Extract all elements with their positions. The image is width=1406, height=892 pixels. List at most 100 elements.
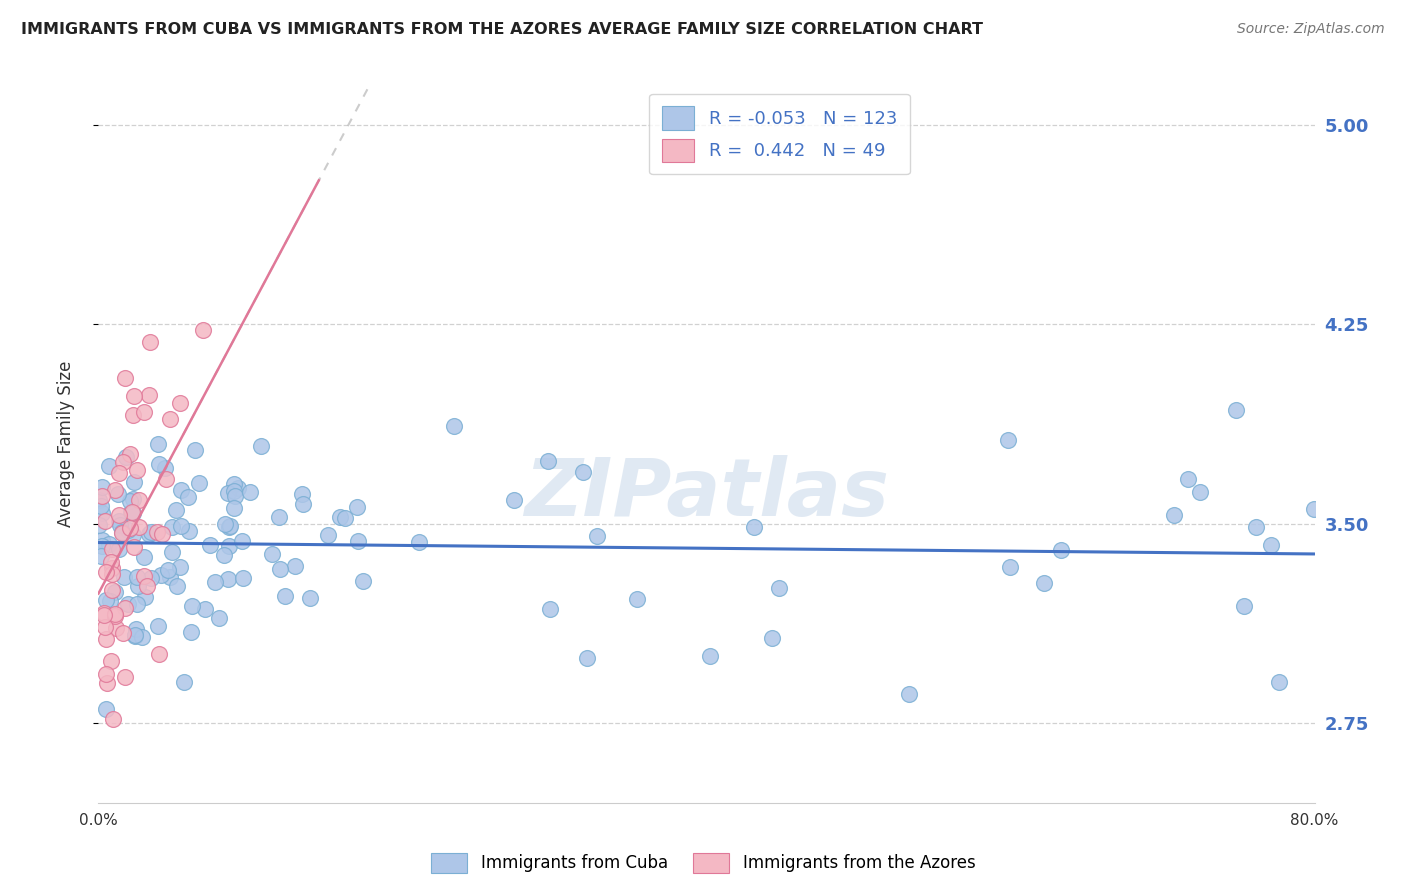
Legend: R = -0.053   N = 123, R =  0.442   N = 49: R = -0.053 N = 123, R = 0.442 N = 49: [650, 94, 910, 175]
Point: [742, 520, 765, 534]
Point: [153, 460, 176, 475]
Point: [125, 622, 148, 636]
Point: [108, 542, 131, 557]
Point: [249, 439, 271, 453]
Point: [572, 465, 595, 479]
Point: [90, 540, 112, 554]
Point: [107, 508, 129, 522]
Point: [94, 702, 117, 716]
Point: [232, 571, 254, 585]
Point: [170, 483, 193, 498]
Point: [1260, 538, 1282, 552]
Point: [90, 549, 112, 563]
Point: [231, 533, 253, 548]
Point: [108, 515, 131, 529]
Point: [139, 524, 162, 539]
Point: [104, 483, 127, 497]
Point: [347, 533, 370, 548]
Point: [122, 475, 145, 489]
Point: [1033, 576, 1056, 591]
Point: [94, 667, 117, 681]
Point: [97, 537, 120, 551]
Text: Source: ZipAtlas.com: Source: ZipAtlas.com: [1237, 22, 1385, 37]
Point: [103, 712, 125, 726]
Point: [90, 490, 112, 504]
Point: [100, 654, 122, 668]
Point: [122, 527, 145, 541]
Point: [180, 624, 202, 639]
Point: [198, 538, 221, 552]
Y-axis label: Average Family Size: Average Family Size: [56, 360, 75, 527]
Point: [1233, 599, 1256, 614]
Point: [104, 607, 127, 621]
Point: [125, 463, 148, 477]
Point: [118, 494, 141, 508]
Point: [188, 476, 211, 491]
Point: [169, 559, 191, 574]
Point: [94, 632, 117, 647]
Point: [134, 550, 156, 565]
Point: [139, 335, 162, 350]
Point: [897, 687, 920, 701]
Point: [761, 631, 783, 645]
Point: [122, 389, 145, 403]
Point: [100, 555, 122, 569]
Point: [218, 540, 240, 554]
Point: [352, 574, 374, 589]
Point: [204, 575, 226, 590]
Point: [111, 526, 134, 541]
Point: [217, 486, 239, 500]
Point: [138, 527, 160, 541]
Point: [98, 594, 121, 608]
Point: [260, 547, 283, 561]
Text: ZIPatlas: ZIPatlas: [524, 455, 889, 533]
Point: [121, 492, 143, 507]
Point: [536, 454, 558, 468]
Point: [122, 408, 145, 422]
Point: [768, 581, 790, 595]
Point: [91, 533, 114, 547]
Point: [91, 506, 114, 520]
Point: [134, 591, 156, 605]
Point: [217, 572, 239, 586]
Point: [148, 437, 170, 451]
Point: [128, 493, 150, 508]
Point: [239, 485, 262, 500]
Point: [224, 489, 246, 503]
Point: [138, 388, 160, 402]
Point: [346, 500, 368, 514]
Point: [111, 455, 134, 469]
Point: [194, 602, 217, 616]
Point: [94, 514, 117, 528]
Point: [298, 591, 321, 605]
Point: [177, 490, 200, 504]
Point: [125, 597, 148, 611]
Point: [169, 396, 191, 410]
Point: [101, 567, 124, 582]
Point: [118, 521, 141, 535]
Point: [408, 535, 430, 549]
Point: [1302, 501, 1324, 516]
Point: [160, 520, 183, 534]
Point: [191, 323, 214, 337]
Point: [111, 626, 134, 640]
Point: [181, 599, 204, 613]
Point: [127, 579, 149, 593]
Point: [117, 523, 139, 537]
Point: [443, 418, 465, 433]
Point: [626, 591, 648, 606]
Point: [125, 569, 148, 583]
Point: [173, 674, 195, 689]
Point: [117, 597, 139, 611]
Point: [98, 458, 121, 473]
Point: [114, 670, 136, 684]
Point: [90, 499, 112, 513]
Point: [93, 607, 115, 622]
Point: [1244, 520, 1267, 534]
Point: [114, 450, 136, 465]
Point: [148, 647, 170, 661]
Point: [148, 457, 170, 471]
Point: [111, 524, 134, 539]
Point: [134, 569, 156, 583]
Point: [105, 621, 128, 635]
